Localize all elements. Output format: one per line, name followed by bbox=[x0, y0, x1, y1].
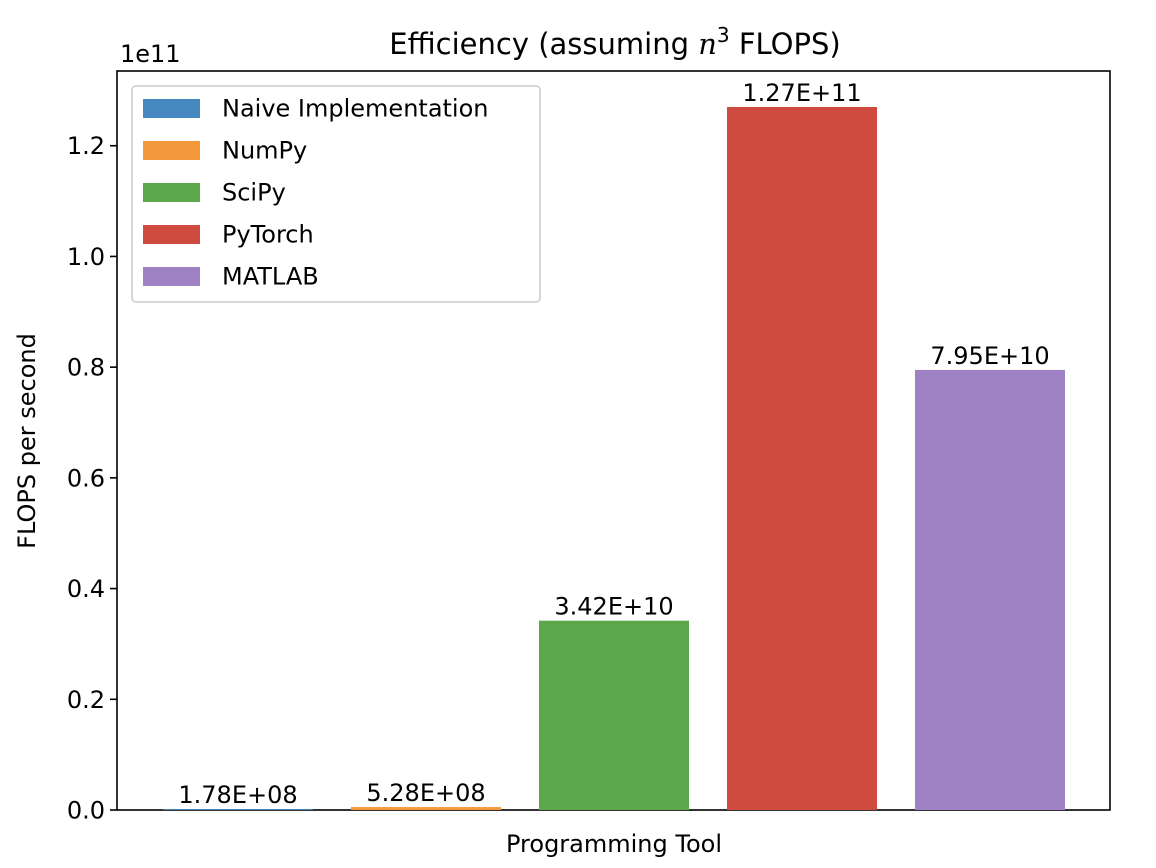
legend-entry: MATLAB bbox=[222, 263, 319, 291]
y-tick-label: 0.8 bbox=[67, 354, 105, 382]
x-axis-title: Programming Tool bbox=[506, 830, 722, 858]
title-prefix: Efficiency (assuming bbox=[389, 27, 698, 61]
data-label: 1.78E+08 bbox=[178, 781, 297, 809]
bar-pytorch bbox=[727, 106, 877, 811]
data-label: 1.27E+11 bbox=[742, 79, 861, 107]
legend-entry: PyTorch bbox=[222, 221, 314, 249]
legend: Naive Implementation NumPy SciPy PyTorch MAT… bbox=[131, 85, 541, 303]
y-axis-multiplier: 1e11 bbox=[120, 40, 181, 68]
legend-entry: SciPy bbox=[222, 179, 286, 207]
title-math-base: n bbox=[698, 27, 717, 61]
y-axis-title: FLOPS per second bbox=[13, 333, 41, 549]
legend-swatch bbox=[143, 183, 200, 202]
legend-swatch bbox=[143, 225, 200, 244]
y-tick-label: 0.4 bbox=[67, 575, 105, 603]
data-labels: 1.78E+08 5.28E+08 3.42E+10 1.27E+11 7.95E+10 bbox=[178, 79, 1049, 809]
y-tick-label: 1.0 bbox=[67, 243, 105, 271]
y-tick-label: 1.2 bbox=[67, 132, 105, 160]
data-label: 3.42E+10 bbox=[554, 593, 673, 621]
legend-entry: NumPy bbox=[222, 137, 307, 165]
legend-frame bbox=[131, 85, 541, 303]
legend-swatch bbox=[143, 267, 200, 286]
bar-naive-implementation bbox=[163, 809, 313, 810]
data-label: 5.28E+08 bbox=[366, 779, 485, 807]
y-tick-label: 0.0 bbox=[67, 797, 105, 825]
bar-numpy bbox=[351, 807, 501, 810]
legend-entry: Naive Implementation bbox=[222, 95, 489, 123]
bar-scipy bbox=[539, 620, 689, 810]
legend-swatch bbox=[143, 141, 200, 160]
y-tick-label: 0.6 bbox=[67, 464, 105, 492]
bars bbox=[163, 106, 1065, 811]
y-tick-label: 0.2 bbox=[67, 686, 105, 714]
y-axis-ticks: 0.0 0.2 0.4 0.6 0.8 1.0 1.2 bbox=[67, 132, 117, 825]
legend-swatch bbox=[143, 99, 200, 118]
title-math-exponent: 3 bbox=[717, 23, 730, 47]
title-suffix: FLOPS) bbox=[730, 27, 841, 61]
chart-title: Efficiency (assuming n3 FLOPS) bbox=[389, 23, 840, 61]
data-label: 7.95E+10 bbox=[930, 342, 1049, 370]
bar-matlab bbox=[915, 369, 1065, 810]
